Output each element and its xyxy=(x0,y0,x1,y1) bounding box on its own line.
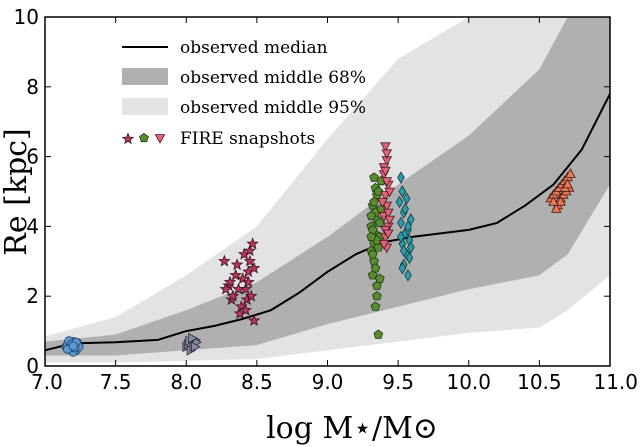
x-tick-label: 9.5 xyxy=(382,370,414,394)
legend-band68-label: observed middle 68% xyxy=(180,68,366,88)
x-tick-label: 9.0 xyxy=(312,370,344,394)
legend: observed median observed middle 68% obse… xyxy=(122,38,366,149)
y-tick-label: 2 xyxy=(26,284,39,308)
x-tick-label: 11.0 xyxy=(593,370,638,394)
legend-band95-swatch xyxy=(122,98,168,115)
legend-band95-label: observed middle 95% xyxy=(180,98,366,118)
y-tick-label: 8 xyxy=(26,75,39,99)
legend-fire-label: FIRE snapshots xyxy=(180,129,315,149)
data-point-circle xyxy=(69,342,77,350)
legend-median-label: observed median xyxy=(180,38,328,58)
x-axis-label: log M⋆/M⊙ xyxy=(266,411,438,446)
y-axis-label: Re [kpc] xyxy=(0,128,34,255)
x-tick-label: 8.0 xyxy=(170,370,202,394)
legend-band68-swatch xyxy=(122,68,168,85)
x-tick-label: 8.5 xyxy=(241,370,273,394)
legend-star-marker xyxy=(123,134,133,144)
x-tick-label: 7.5 xyxy=(100,370,132,394)
y-tick-label: 0 xyxy=(26,354,39,378)
legend-fire-markers xyxy=(123,133,165,143)
x-tick-label: 10.0 xyxy=(446,370,491,394)
legend-triangle-down-marker xyxy=(155,135,164,143)
x-tick-label: 10.5 xyxy=(517,370,562,394)
y-tick-label: 10 xyxy=(14,5,39,29)
legend-pentagon-marker xyxy=(140,133,149,141)
